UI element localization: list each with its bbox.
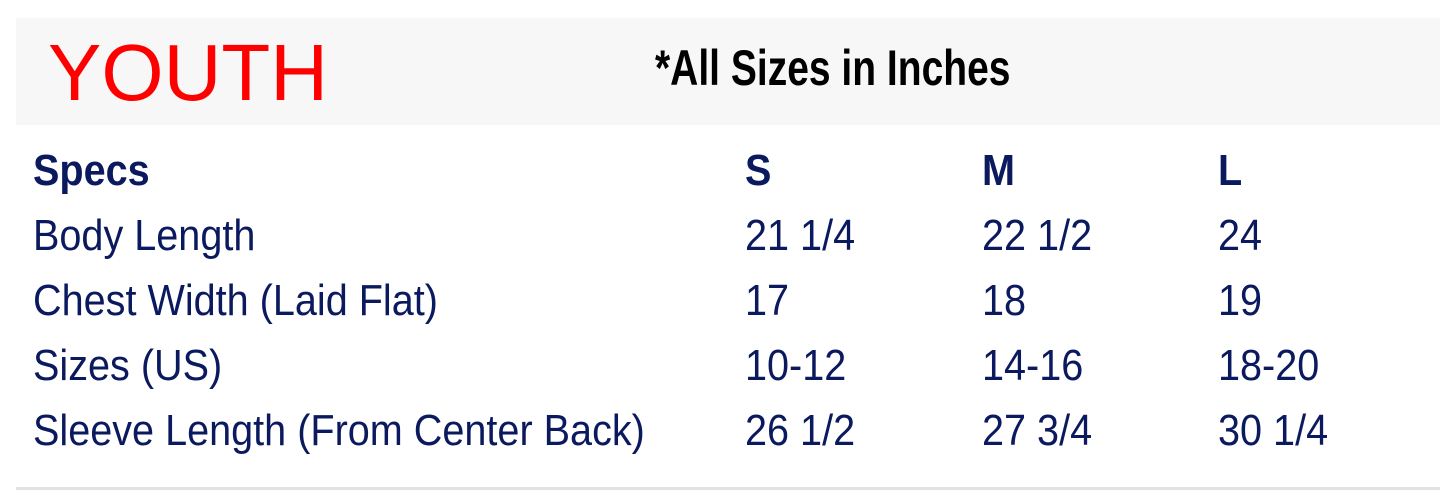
cell-l: 19 (1218, 276, 1263, 325)
cell-l: 30 1/4 (1218, 406, 1329, 455)
header-band (16, 18, 1440, 125)
column-header-s: S (745, 146, 772, 195)
table-row: Sleeve Length (From Center Back) 26 1/2 … (0, 398, 1445, 463)
column-header-specs: Specs (33, 146, 150, 195)
table-row: Sizes (US) 10-12 14-16 18-20 (0, 333, 1445, 398)
cell-m: 14-16 (982, 341, 1084, 390)
cell-s: 10-12 (745, 341, 847, 390)
cell-s: 17 (745, 276, 790, 325)
bottom-divider (16, 487, 1440, 490)
cell-s: 21 1/4 (745, 211, 856, 260)
spec-label: Sleeve Length (From Center Back) (33, 406, 645, 455)
spec-label: Body Length (33, 211, 256, 260)
column-header-l: L (1218, 146, 1243, 195)
spec-label: Sizes (US) (33, 341, 223, 390)
cell-m: 27 3/4 (982, 406, 1093, 455)
cell-l: 24 (1218, 211, 1263, 260)
cell-m: 18 (982, 276, 1027, 325)
spec-label: Chest Width (Laid Flat) (33, 276, 438, 325)
cell-s: 26 1/2 (745, 406, 856, 455)
units-note: *All Sizes in Inches (655, 40, 1011, 96)
cell-m: 22 1/2 (982, 211, 1093, 260)
youth-label: YOUTH (48, 28, 328, 117)
table-row: Chest Width (Laid Flat) 17 18 19 (0, 268, 1445, 333)
column-header-m: M (982, 146, 1015, 195)
table-header-row: Specs S M L (0, 138, 1445, 203)
table-row: Body Length 21 1/4 22 1/2 24 (0, 203, 1445, 268)
cell-l: 18-20 (1218, 341, 1320, 390)
